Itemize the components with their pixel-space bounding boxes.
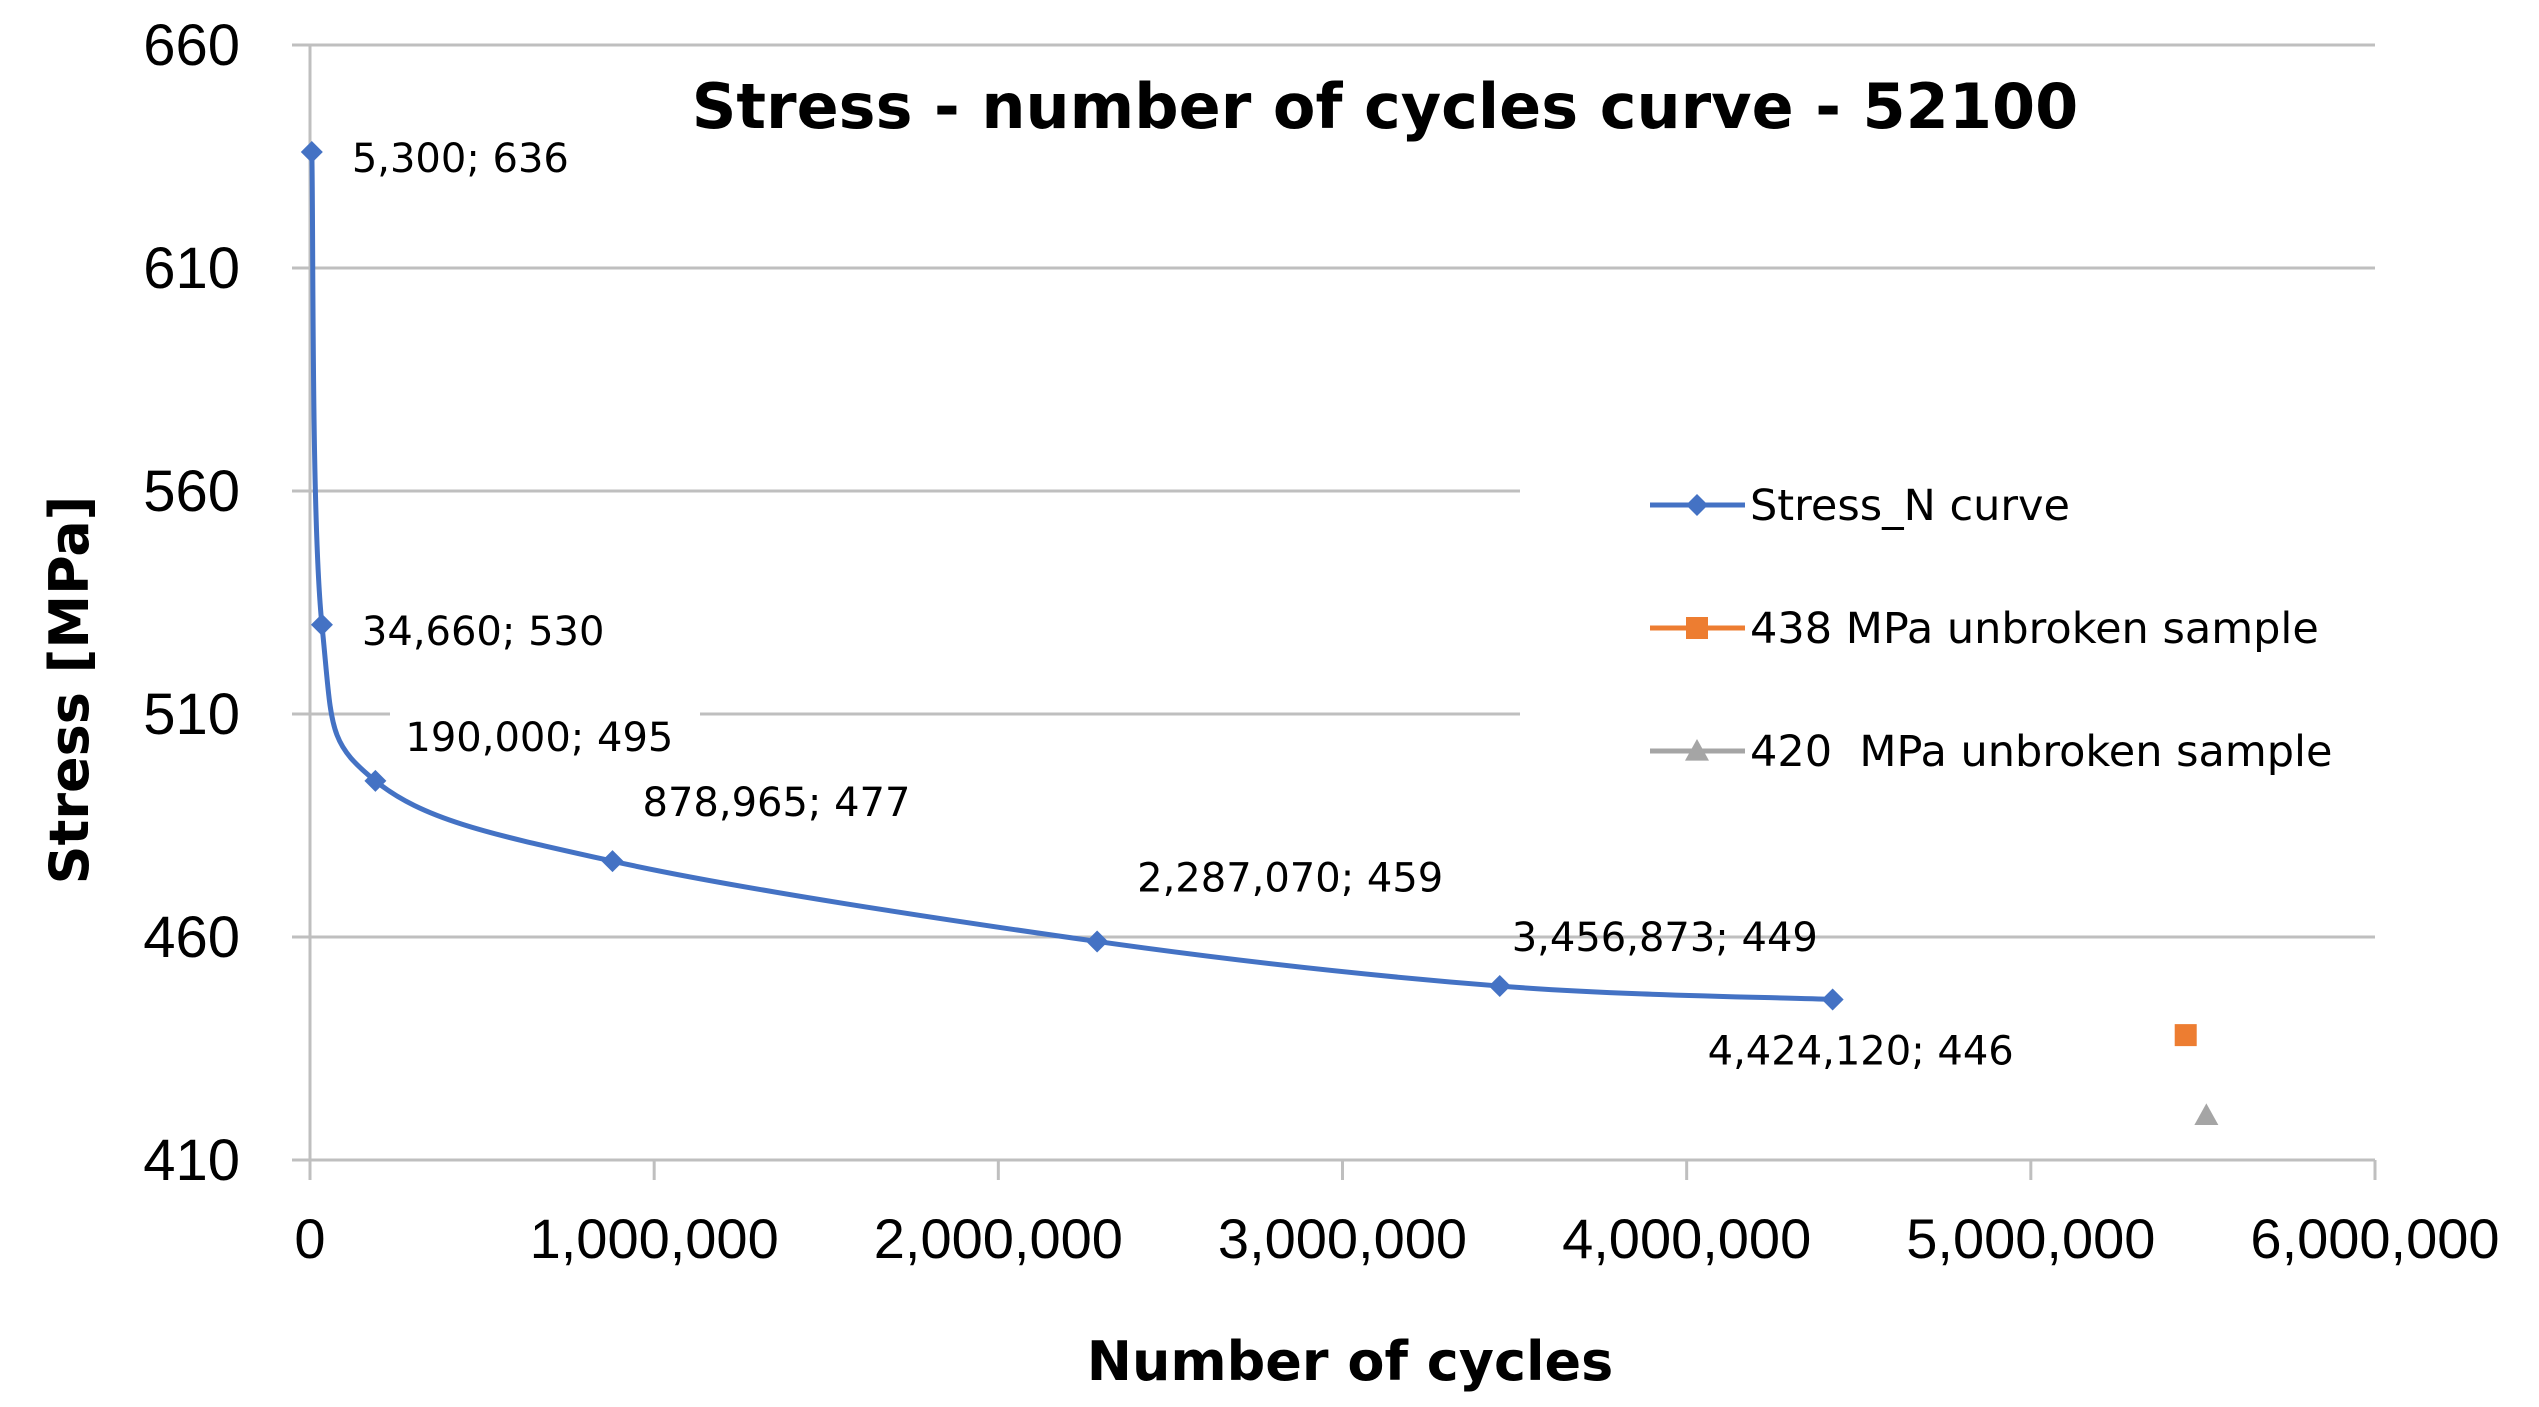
data-label: 2,287,070; 459 [1137, 855, 1443, 901]
legend-item: 420 MPa unbroken sample [1650, 727, 2332, 777]
y-tick-label: 560 [143, 459, 240, 524]
data-label: 878,965; 477 [643, 780, 911, 826]
legend-swatch-marker [1686, 494, 1708, 516]
x-tick-label: 1,000,000 [530, 1207, 779, 1270]
data-label: 4,424,120; 446 [1708, 1028, 2014, 1074]
y-axis-title: Stress [MPa] [38, 496, 101, 885]
data-point [364, 769, 387, 792]
y-tick-label: 610 [143, 236, 240, 301]
x-tick-label: 2,000,000 [874, 1207, 1123, 1270]
x-tick-label: 4,000,000 [1562, 1207, 1811, 1270]
data-label: 190,000; 495 [405, 715, 673, 761]
y-tick-label: 460 [143, 905, 240, 970]
data-label: 34,660; 530 [362, 609, 605, 655]
data-point [1821, 988, 1844, 1011]
legend-swatch-marker [1685, 739, 1709, 761]
data-point [300, 141, 323, 164]
legend-item: 438 MPa unbroken sample [1650, 604, 2319, 654]
data-point [310, 613, 333, 636]
data-point [1488, 975, 1511, 998]
legend-label: Stress_N curve [1750, 481, 2070, 531]
legend-item: Stress_N curve [1650, 481, 2070, 531]
data-label: 3,456,873; 449 [1512, 915, 1818, 961]
y-tick-label: 410 [143, 1128, 240, 1193]
data-point [1086, 930, 1109, 953]
chart-title: Stress - number of cycles curve - 52100 [692, 70, 2079, 143]
legend: Stress_N curve 438 MPa unbroken sample 420… [1650, 481, 2332, 777]
x-tick-label: 3,000,000 [1218, 1207, 1467, 1270]
data-label: 5,300; 636 [352, 136, 569, 182]
legend-label: 420 MPa unbroken sample [1750, 727, 2332, 777]
x-axis-title: Number of cycles [1087, 1330, 1614, 1393]
series-layer [300, 141, 2219, 1125]
data-point [2194, 1103, 2219, 1125]
gridlines [310, 43, 2375, 939]
data-point [2174, 1024, 2197, 1047]
x-tick-label: 5,000,000 [1906, 1207, 2155, 1270]
data-labels: 5,300; 636 34,660; 530 190,000; 495 878,965… [352, 136, 2014, 1074]
y-tick-label: 660 [143, 13, 240, 78]
legend-label: 438 MPa unbroken sample [1750, 604, 2319, 654]
axes: 410 460 510 560 610 660 0 1,000,000 2,000,000 3,0… [143, 13, 2499, 1270]
y-tick-label: 510 [143, 682, 240, 747]
x-tick-label: 0 [294, 1207, 325, 1270]
data-point [601, 850, 624, 873]
legend-swatch-marker [1686, 617, 1708, 639]
x-tick-label: 6,000,000 [2250, 1207, 2499, 1270]
